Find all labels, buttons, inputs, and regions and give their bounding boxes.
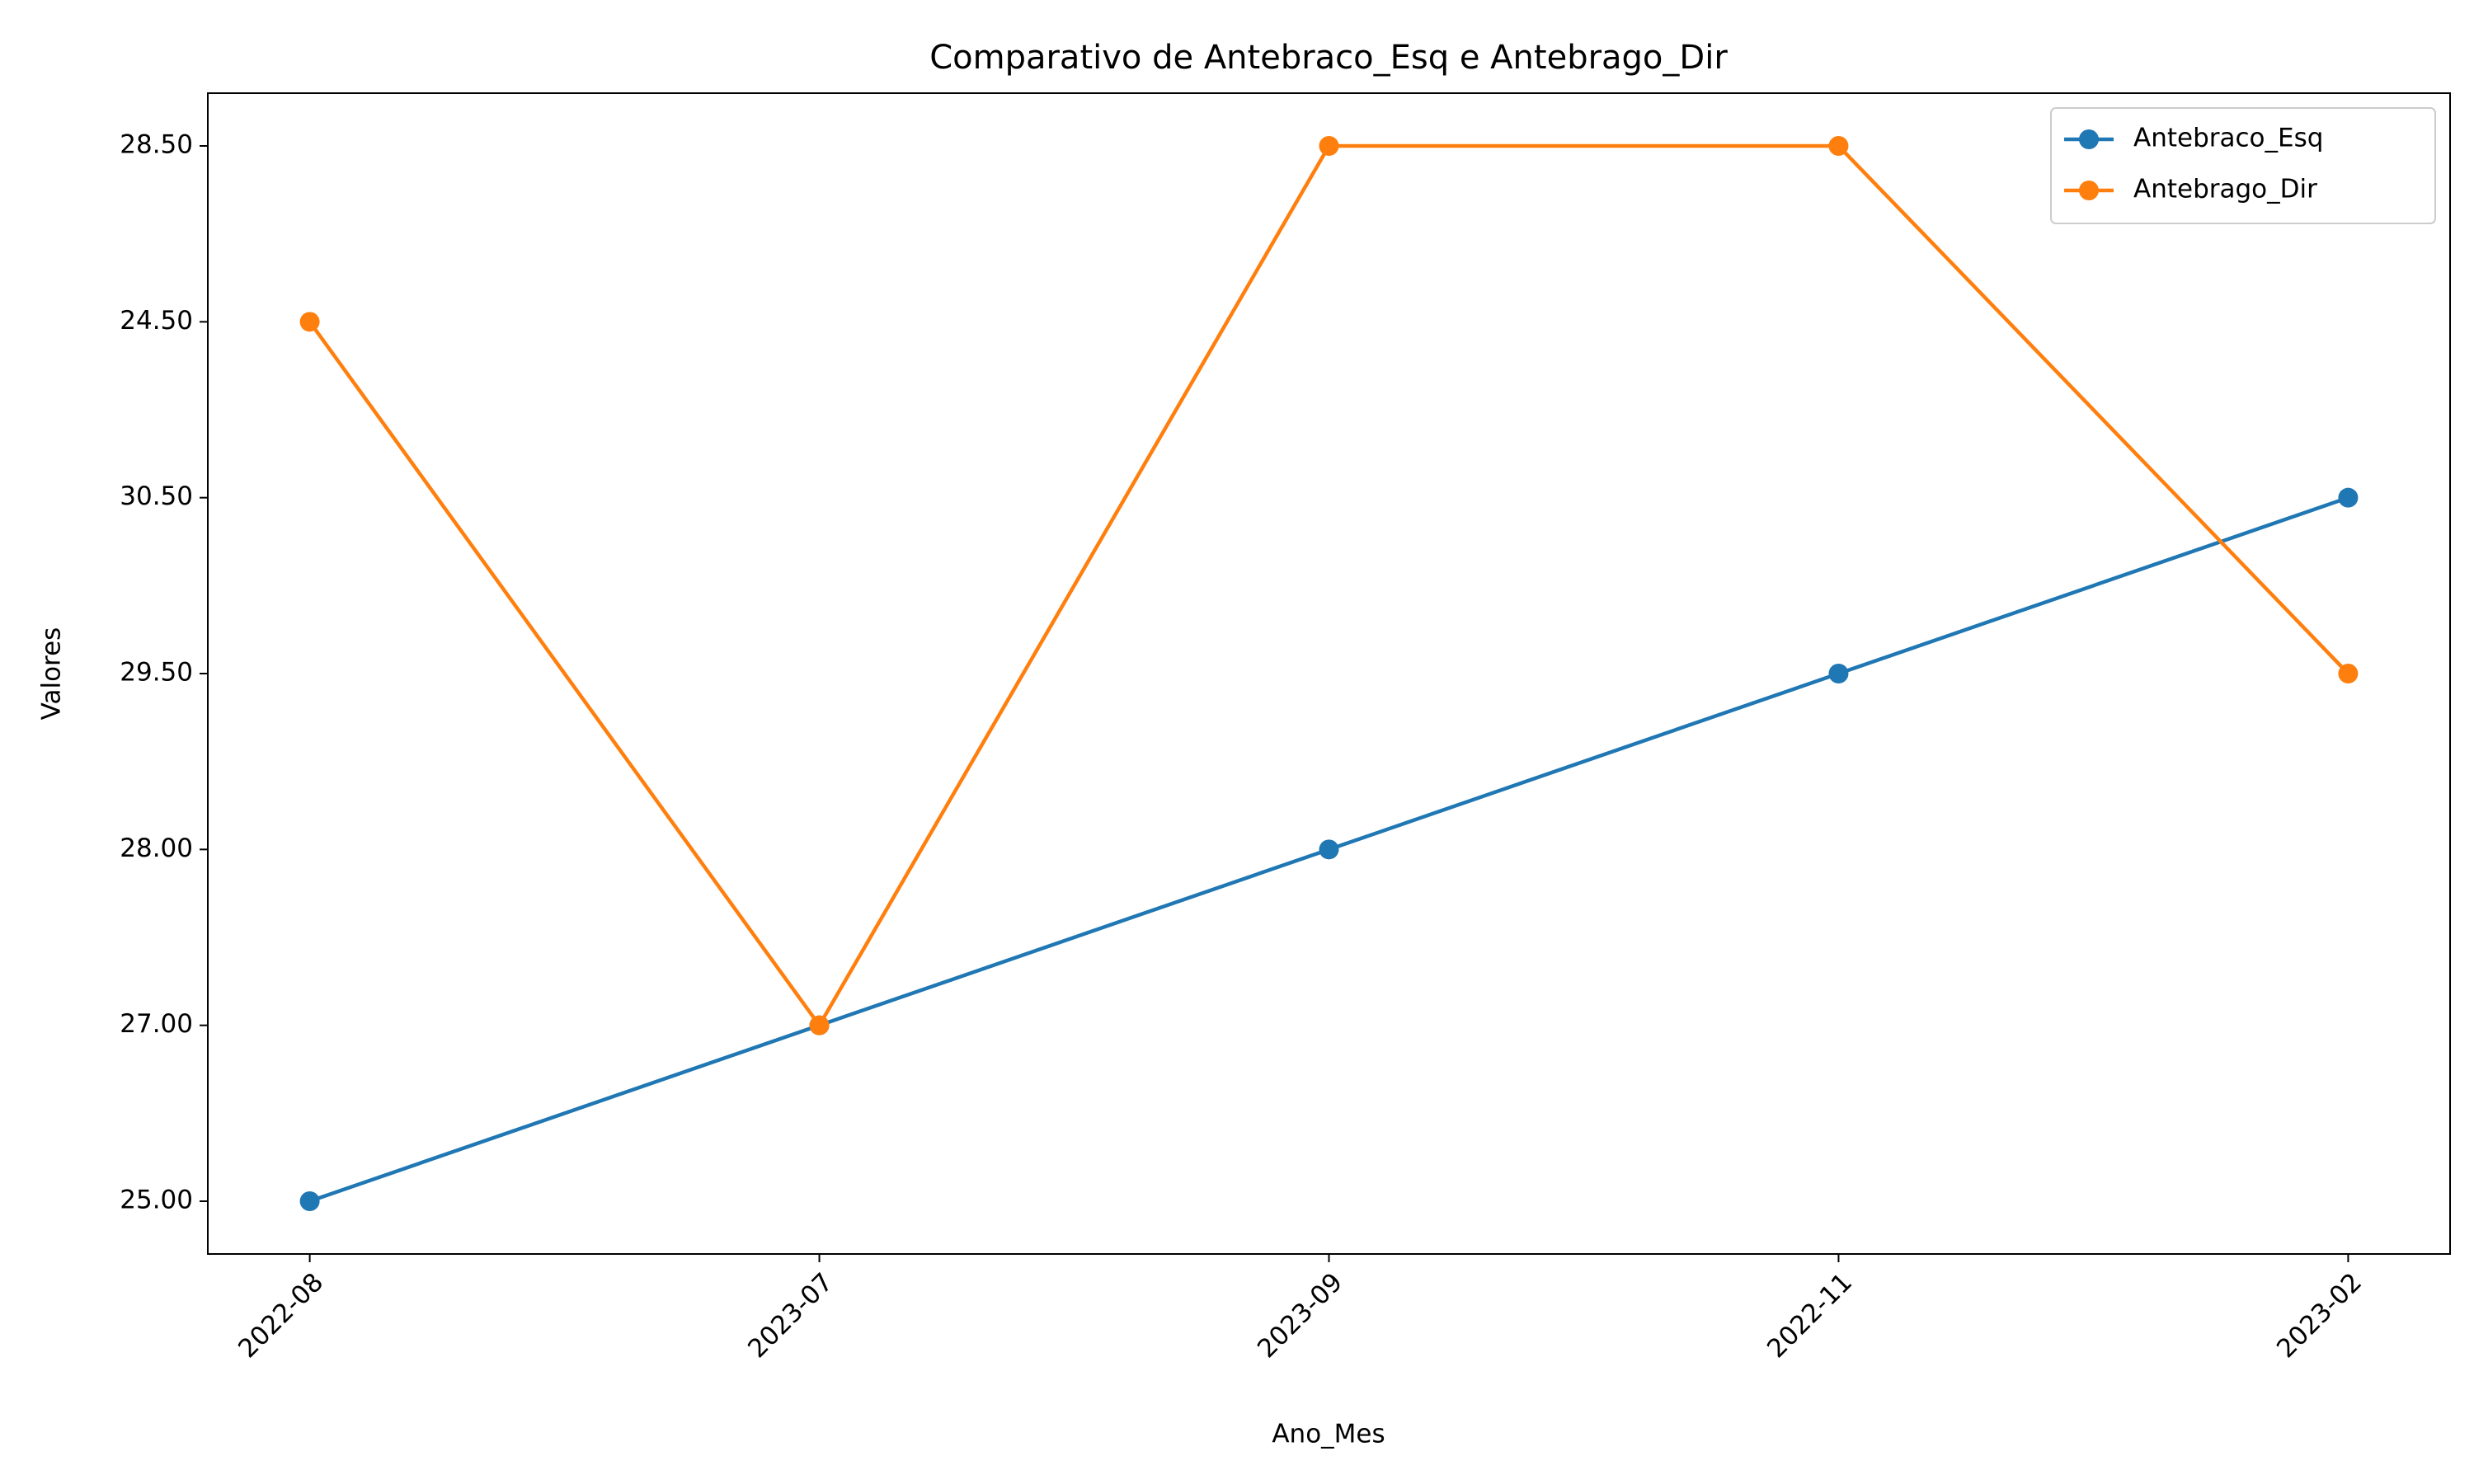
legend-label: Antebrago_Dir bbox=[2133, 175, 2317, 204]
legend-marker bbox=[2079, 129, 2099, 149]
legend-box bbox=[2050, 107, 2436, 224]
point bbox=[299, 312, 320, 332]
x-axis-label: Ano_Mes bbox=[1272, 1420, 1385, 1449]
legend-marker bbox=[2079, 181, 2099, 200]
y-tick-label: 27.00 bbox=[120, 1009, 193, 1039]
legend-label: Antebraco_Esq bbox=[2133, 124, 2323, 153]
point bbox=[1828, 664, 1849, 683]
y-tick-label: 24.50 bbox=[120, 306, 193, 336]
y-axis-label: Valores bbox=[37, 627, 67, 721]
y-tick-label: 28.00 bbox=[120, 834, 193, 863]
y-tick-label: 29.50 bbox=[120, 658, 193, 688]
point bbox=[299, 1191, 320, 1211]
y-tick-label: 28.50 bbox=[120, 130, 193, 160]
plot-frame bbox=[207, 92, 2451, 1255]
point bbox=[1828, 136, 1849, 156]
point bbox=[1319, 136, 1339, 156]
point bbox=[809, 1015, 830, 1036]
y-tick-label: 25.00 bbox=[120, 1186, 193, 1215]
point bbox=[1319, 839, 1339, 860]
point bbox=[2338, 487, 2359, 508]
y-tick-label: 30.50 bbox=[120, 481, 193, 511]
chart-title: Comparativo de Antebraco_Esq e Antebrago… bbox=[929, 39, 1728, 77]
point bbox=[2338, 664, 2359, 683]
